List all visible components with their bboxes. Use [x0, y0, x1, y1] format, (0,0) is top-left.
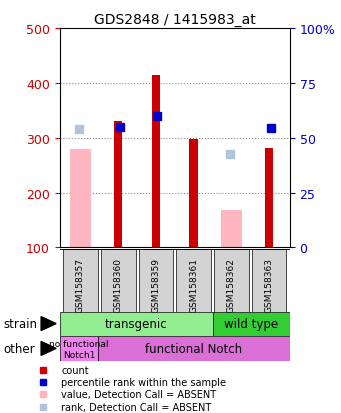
Bar	[176, 249, 211, 312]
Text: GSM158363: GSM158363	[265, 257, 273, 312]
Text: value, Detection Call = ABSENT: value, Detection Call = ABSENT	[61, 389, 216, 399]
Bar	[114, 122, 122, 248]
Polygon shape	[41, 317, 56, 331]
Title: GDS2848 / 1415983_at: GDS2848 / 1415983_at	[94, 12, 256, 26]
Bar	[252, 249, 286, 312]
Text: percentile rank within the sample: percentile rank within the sample	[61, 377, 226, 387]
Text: strain: strain	[3, 318, 38, 331]
Text: GSM158359: GSM158359	[151, 257, 160, 312]
Bar	[213, 312, 290, 337]
Bar	[60, 312, 213, 337]
Bar	[190, 140, 198, 248]
Bar	[63, 249, 98, 312]
Bar	[221, 211, 242, 248]
Text: wild type: wild type	[224, 318, 279, 331]
Bar	[152, 76, 160, 248]
Text: GSM158357: GSM158357	[76, 257, 85, 312]
Bar	[60, 337, 98, 361]
Bar	[138, 249, 173, 312]
Text: transgenic: transgenic	[105, 318, 168, 331]
Text: no functional
Notch1: no functional Notch1	[49, 339, 108, 358]
Bar	[98, 337, 290, 361]
Text: GSM158361: GSM158361	[189, 257, 198, 312]
Bar	[101, 249, 135, 312]
Text: rank, Detection Call = ABSENT: rank, Detection Call = ABSENT	[61, 402, 211, 412]
Bar	[214, 249, 249, 312]
Text: GSM158362: GSM158362	[227, 257, 236, 312]
Bar	[265, 148, 273, 248]
Text: functional Notch: functional Notch	[145, 342, 242, 356]
Text: count: count	[61, 365, 89, 375]
Polygon shape	[41, 342, 56, 356]
Text: other: other	[3, 342, 35, 356]
Text: GSM158360: GSM158360	[114, 257, 123, 312]
Bar	[70, 149, 91, 248]
